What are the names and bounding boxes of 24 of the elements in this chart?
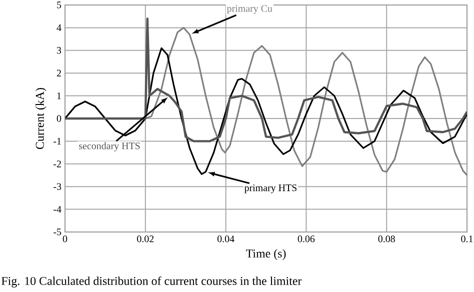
line-series bbox=[65, 18, 468, 142]
y-tick-label: -2 bbox=[54, 160, 61, 168]
y-tick-label: -3 bbox=[54, 183, 62, 190]
x-tick-label: 0.02 bbox=[137, 236, 154, 242]
text: secondary HTS bbox=[79, 142, 140, 152]
y-tick-label: -4 bbox=[54, 206, 62, 213]
y-tick-label: 2 bbox=[56, 70, 61, 76]
y-tick-label: 5 bbox=[57, 2, 62, 8]
x-tick-label: 0.1 bbox=[461, 236, 473, 242]
y-axis-title: Current (kA) bbox=[36, 88, 46, 150]
y-tick-label: -1 bbox=[54, 138, 61, 144]
y-tick-label: 4 bbox=[56, 24, 62, 31]
x-tick-label: 0.08 bbox=[378, 236, 395, 242]
caption: Fig. 10 Calculated distribution of current courses in the limiter bbox=[2, 276, 302, 288]
y-tick-label: 3 bbox=[56, 47, 62, 54]
x-axis-title: Time (s) bbox=[246, 249, 286, 260]
y-tick-label: 0 bbox=[56, 115, 62, 122]
x-tick-label: 0.04 bbox=[217, 236, 234, 242]
y-tick-label: -5 bbox=[54, 228, 62, 236]
text: primary HTS bbox=[244, 184, 297, 194]
text: primary Cu bbox=[226, 5, 272, 14]
x-tick-label: 0 bbox=[62, 236, 68, 242]
y-tick-label: 1 bbox=[57, 92, 61, 100]
x-tick-label: 0.06 bbox=[298, 236, 315, 242]
